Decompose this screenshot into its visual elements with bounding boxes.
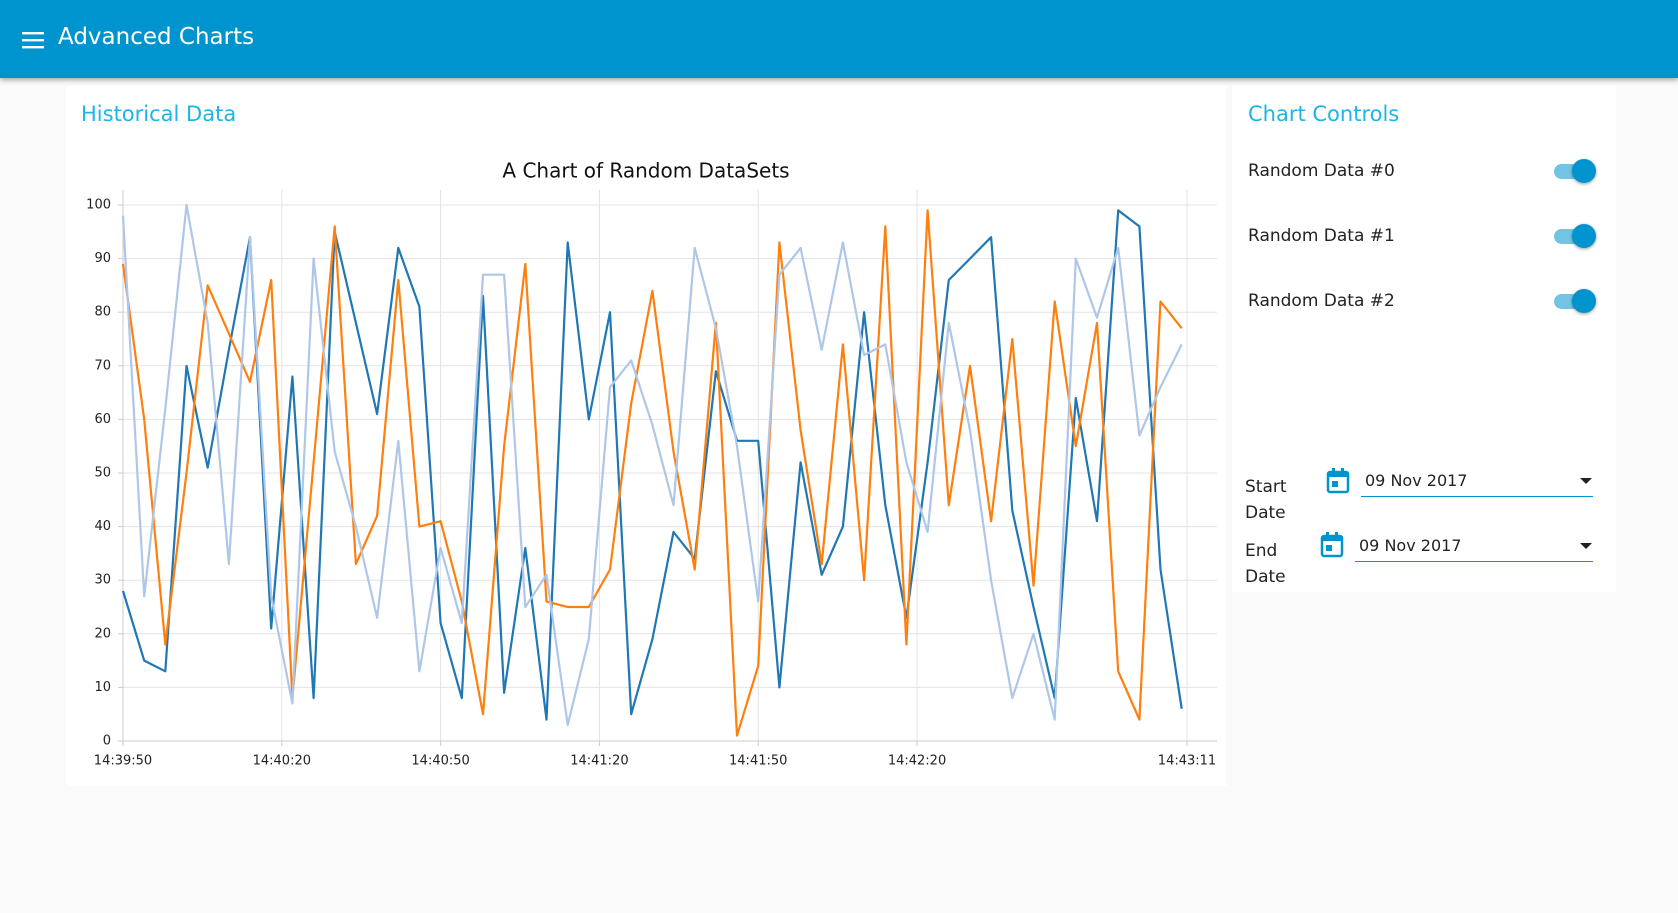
end-label: End Date xyxy=(1245,541,1286,587)
history-card: Historical Data A Chart of Random DataSe… xyxy=(66,86,1226,786)
header: Advanced Charts xyxy=(0,0,1678,78)
y-tick-label: 50 xyxy=(94,466,111,481)
calendar-icon[interactable] xyxy=(1320,532,1344,558)
toggle-knob xyxy=(1572,159,1596,183)
y-tick-label: 70 xyxy=(94,358,111,373)
dropdown-arrow xyxy=(1580,543,1592,549)
x-tick-label: 14:40:20 xyxy=(253,754,311,769)
x-tick-label: 14:43:11 xyxy=(1158,754,1216,769)
series-line xyxy=(121,203,1183,726)
toggle-label: Random Data #1 xyxy=(1248,226,1395,246)
menu-icon[interactable] xyxy=(22,30,46,50)
header-title: Advanced Charts xyxy=(58,24,255,50)
card-title: Chart Controls xyxy=(1248,102,1400,126)
toggle-knob xyxy=(1572,224,1596,248)
y-tick-label: 80 xyxy=(94,305,111,320)
series-line xyxy=(121,209,1183,721)
toggle-knob xyxy=(1572,289,1596,313)
y-tick-label: 90 xyxy=(94,251,111,266)
start-date[interactable]: 09 Nov 2017 xyxy=(1361,469,1593,497)
end-date-text: 09 Nov 2017 xyxy=(1359,536,1462,555)
x-tick-label: 14:41:50 xyxy=(729,754,787,769)
toggle-label: Random Data #2 xyxy=(1248,291,1395,311)
card-title: Historical Data xyxy=(81,102,237,126)
end-date[interactable]: 09 Nov 2017 xyxy=(1355,534,1593,562)
y-tick-label: 40 xyxy=(94,519,111,534)
toggle-switch[interactable] xyxy=(1552,159,1596,183)
chart-title: A Chart of Random DataSets xyxy=(502,159,789,183)
x-tick-label: 14:42:20 xyxy=(888,754,946,769)
toggle-switch[interactable] xyxy=(1552,289,1596,313)
toggle-label: Random Data #0 xyxy=(1248,161,1395,181)
controls-card: Chart Controls Start Date 09 Nov 2017 En… xyxy=(1232,86,1616,592)
start-label: Start Date xyxy=(1245,477,1287,523)
start-date-text: 09 Nov 2017 xyxy=(1365,471,1468,490)
y-tick-label: 10 xyxy=(94,680,111,695)
series-line xyxy=(121,209,1183,737)
y-tick-label: 20 xyxy=(94,626,111,641)
y-tick-label: 30 xyxy=(94,573,111,588)
calendar-icon[interactable] xyxy=(1326,468,1350,494)
chart: A Chart of Random DataSets 0 10 20 30 40 50 60… xyxy=(86,159,1217,769)
y-tick-label: 0 xyxy=(103,734,111,749)
toggle-switch[interactable] xyxy=(1552,224,1596,248)
dropdown-arrow xyxy=(1580,478,1592,484)
x-tick-label: 14:41:20 xyxy=(570,754,628,769)
x-tick-label: 14:39:50 xyxy=(94,754,152,769)
y-tick-label: 100 xyxy=(86,198,111,213)
y-tick-label: 60 xyxy=(94,412,111,427)
x-tick-label: 14:40:50 xyxy=(411,754,469,769)
